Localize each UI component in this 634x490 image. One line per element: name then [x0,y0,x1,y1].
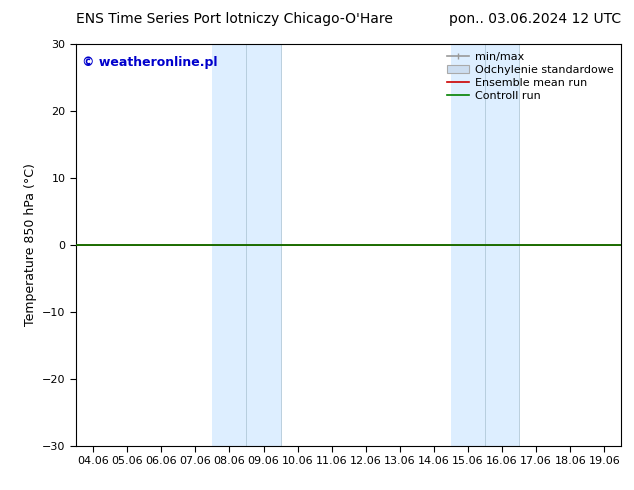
Bar [212,44,280,446]
Text: © weatheronline.pl: © weatheronline.pl [82,56,217,69]
Text: pon.. 03.06.2024 12 UTC: pon.. 03.06.2024 12 UTC [450,12,621,26]
Text: ENS Time Series Port lotniczy Chicago-O'Hare: ENS Time Series Port lotniczy Chicago-O'… [76,12,393,26]
Legend: min/max, Odchylenie standardowe, Ensemble mean run, Controll run: min/max, Odchylenie standardowe, Ensembl… [445,49,616,103]
Y-axis label: Temperature 850 hPa (°C): Temperature 850 hPa (°C) [23,164,37,326]
Bar [451,44,519,446]
